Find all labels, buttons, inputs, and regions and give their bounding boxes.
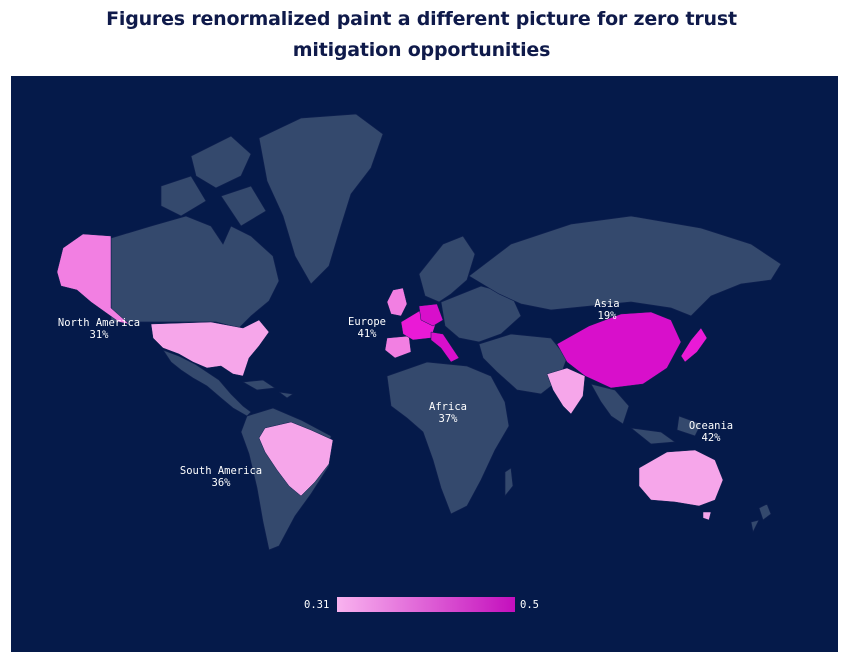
uk	[386, 287, 408, 317]
region-value: 31%	[90, 329, 110, 341]
canada	[110, 215, 280, 329]
greenland	[258, 113, 384, 285]
brazil	[258, 421, 334, 497]
japan	[680, 327, 708, 363]
italy	[430, 331, 460, 363]
region-name: Asia	[594, 298, 619, 310]
usa	[150, 319, 270, 377]
legend-min-label: 0.31	[304, 599, 329, 611]
title-line-1: Figures renormalized paint a different p…	[106, 8, 737, 30]
legend-gradient-bar	[337, 597, 515, 612]
map-svg: North America 31% Europe 41% Asia 19% Af…	[56, 113, 782, 612]
world-map: North America 31% Europe 41% Asia 19% Af…	[11, 76, 838, 652]
region-name: Oceania	[689, 420, 733, 432]
germany	[418, 303, 444, 327]
china	[556, 311, 682, 389]
color-legend: 0.31 0.5	[304, 597, 539, 612]
region-label-oceania: Oceania 42%	[689, 420, 733, 444]
mexico-central-america	[162, 349, 252, 417]
region-name: North America	[58, 317, 140, 329]
region-label-africa: Africa 37%	[429, 401, 467, 425]
region-label-asia: Asia 19%	[594, 298, 619, 322]
region-label-europe: Europe 41%	[348, 316, 386, 340]
spain	[384, 335, 412, 359]
region-value: 41%	[358, 328, 378, 340]
region-name: Europe	[348, 316, 386, 328]
alaska	[56, 233, 130, 325]
chart-title: Figures renormalized paint a different p…	[0, 4, 843, 66]
region-name: South America	[180, 465, 262, 477]
russia	[468, 215, 782, 317]
region-value: 42%	[702, 432, 722, 444]
india	[546, 367, 586, 415]
europe-north	[418, 235, 476, 303]
legend-max-label: 0.5	[520, 599, 539, 611]
southeast-asia	[590, 383, 702, 445]
region-value: 36%	[212, 477, 232, 489]
new-zealand	[750, 503, 772, 534]
tasmania	[702, 511, 712, 521]
region-label-south-america: South America 36%	[180, 465, 262, 489]
middle-east	[478, 333, 568, 395]
region-value: 37%	[439, 413, 459, 425]
region-value: 19%	[598, 310, 618, 322]
australia	[638, 449, 724, 507]
region-label-north-america: North America 31%	[58, 317, 140, 341]
africa	[386, 361, 510, 515]
madagascar	[504, 467, 514, 497]
caribbean	[241, 379, 294, 399]
title-line-2: mitigation opportunities	[292, 39, 551, 61]
region-name: Africa	[429, 401, 467, 413]
arctic-islands	[160, 135, 267, 227]
